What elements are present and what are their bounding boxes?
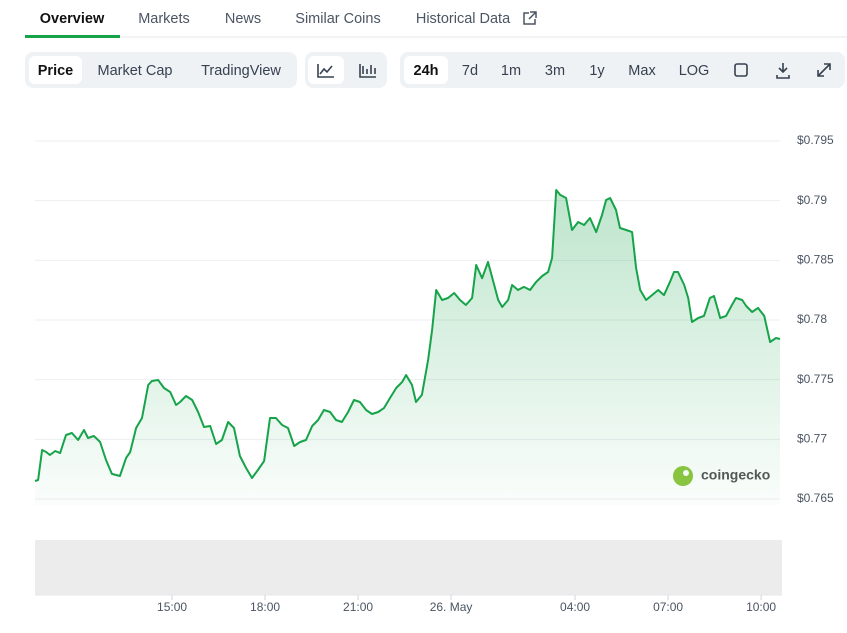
calendar-icon [734, 63, 748, 77]
tab[interactable]: Markets [138, 11, 190, 27]
y-tick-label: $0.765 [797, 491, 834, 505]
y-tick-label: $0.785 [797, 253, 834, 267]
external-link-icon [523, 11, 537, 25]
x-tick-label: 07:00 [653, 600, 683, 614]
x-tick-label: 18:00 [250, 600, 280, 614]
selected-pill [29, 56, 82, 84]
download-icon [776, 63, 790, 79]
line-icon [317, 64, 334, 78]
view-group [25, 52, 297, 88]
expand-icon [817, 63, 831, 77]
y-tick-label: $0.78 [797, 312, 827, 326]
tab[interactable]: Similar Coins [295, 11, 380, 27]
bar-icon [359, 64, 376, 78]
view-button[interactable]: Price [38, 63, 73, 79]
x-tick-label: 21:00 [343, 600, 373, 614]
y-tick-label: $0.79 [797, 193, 827, 207]
range-group [400, 52, 845, 88]
range-button[interactable]: Max [628, 63, 656, 79]
selected-pill [404, 56, 448, 84]
range-button[interactable]: LOG [679, 63, 710, 79]
y-tick-label: $0.77 [797, 432, 827, 446]
tab[interactable]: Overview [40, 11, 105, 27]
download-button[interactable] [776, 63, 790, 79]
x-tick-label: 26. May [430, 600, 473, 614]
tab[interactable]: News [225, 11, 261, 27]
y-tick-label: $0.795 [797, 133, 834, 147]
price-line [34, 189, 781, 482]
volume-area [35, 540, 782, 595]
x-tick-label: 15:00 [157, 600, 187, 614]
y-tick-label: $0.775 [797, 372, 834, 386]
range-button[interactable]: 1y [589, 63, 605, 79]
tab-underline [25, 35, 120, 38]
range-button[interactable]: 7d [462, 63, 478, 79]
calendar-button[interactable] [734, 63, 748, 77]
fullscreen-button[interactable] [817, 63, 831, 77]
range-button[interactable]: 24h [414, 63, 439, 79]
view-button[interactable]: TradingView [201, 63, 281, 79]
range-button[interactable]: 3m [545, 63, 565, 79]
view-button[interactable]: Market Cap [98, 63, 173, 79]
x-tick-label: 10:00 [746, 600, 776, 614]
price-area [35, 190, 780, 505]
range-button[interactable]: 1m [501, 63, 521, 79]
x-tick-label: 04:00 [560, 600, 590, 614]
tab[interactable]: Historical Data [416, 11, 511, 27]
candle-style-button[interactable] [359, 64, 376, 78]
